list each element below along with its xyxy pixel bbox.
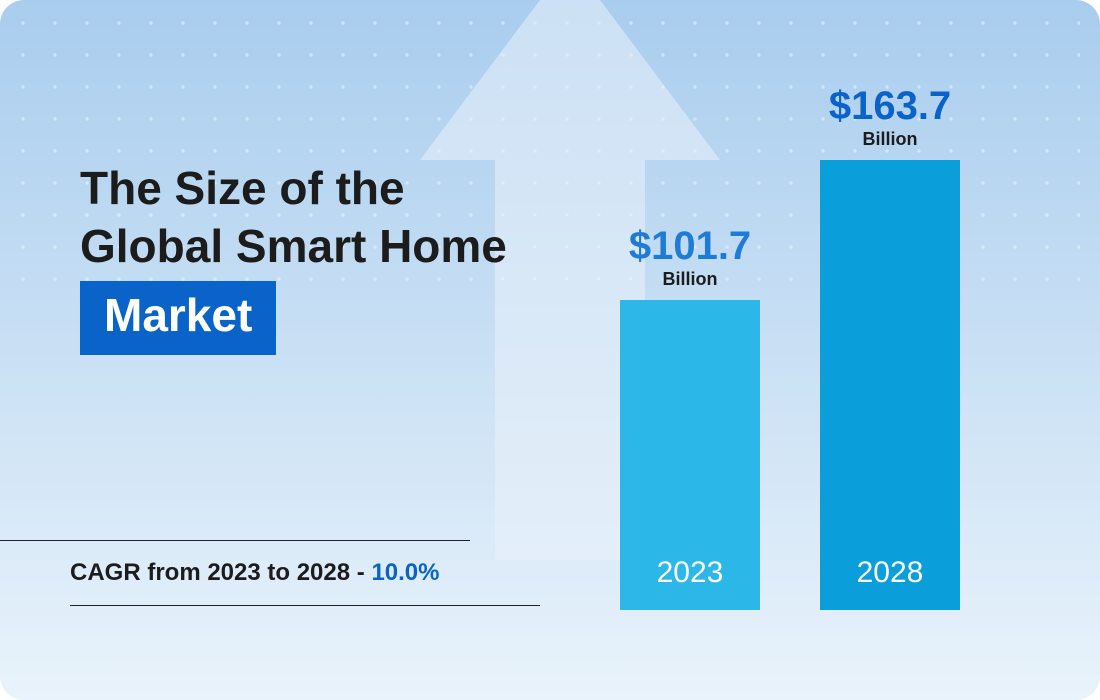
bar-2028: 2028$163.7Billion xyxy=(820,160,960,610)
divider xyxy=(0,540,470,541)
bar-chart: 2023$101.7Billion2028$163.7Billion xyxy=(600,0,1060,610)
infographic-canvas: The Size of the Global Smart Home Market… xyxy=(0,0,1100,700)
cagr-rate: 10.0% xyxy=(371,559,439,586)
bar-value: $101.7 xyxy=(620,225,760,267)
headline: The Size of the Global Smart Home Market xyxy=(80,160,507,355)
cagr-callout: CAGR from 2023 to 2028 - 10.0% xyxy=(0,540,560,606)
bar-value: $163.7 xyxy=(820,85,960,127)
divider xyxy=(70,605,540,606)
headline-highlight: Market xyxy=(80,281,276,355)
headline-line-1: The Size of the xyxy=(80,160,507,218)
cagr-text: CAGR from 2023 to 2028 - 10.0% xyxy=(70,559,560,587)
bar-value-block: $101.7Billion xyxy=(620,225,760,290)
bar-unit: Billion xyxy=(620,269,760,290)
cagr-prefix: CAGR from 2023 to 2028 - xyxy=(70,559,371,586)
bar-year-label: 2023 xyxy=(620,556,760,590)
bar-value-block: $163.7Billion xyxy=(820,85,960,150)
bar-year-label: 2028 xyxy=(820,556,960,590)
bar-2023: 2023$101.7Billion xyxy=(620,300,760,610)
bar-unit: Billion xyxy=(820,129,960,150)
headline-line-2: Global Smart Home xyxy=(80,218,507,276)
